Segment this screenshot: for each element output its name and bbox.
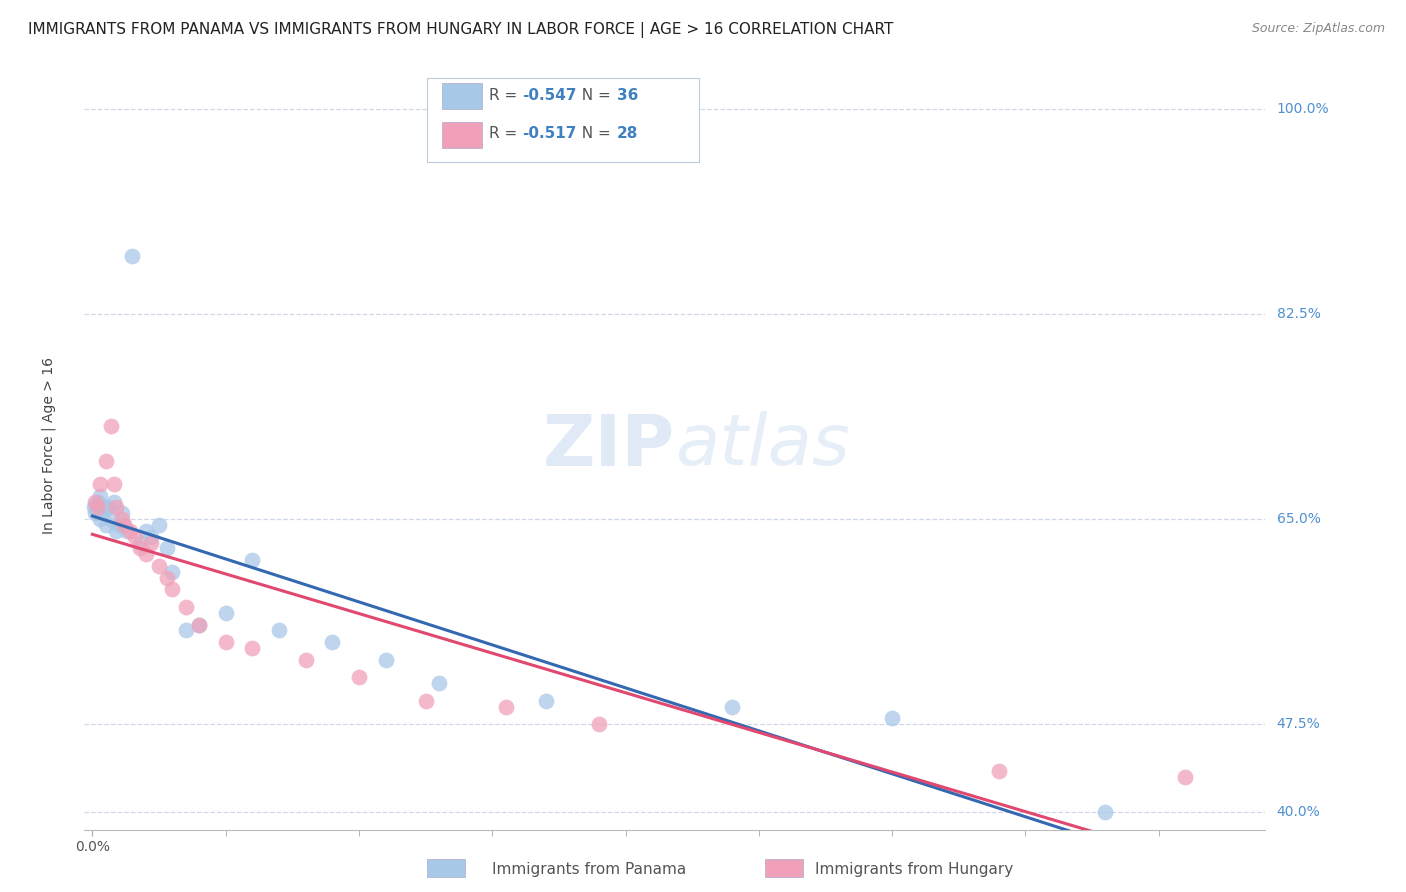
Point <box>84 506 107 520</box>
Point <box>86 500 108 515</box>
Point <box>139 535 162 549</box>
Point <box>174 600 197 615</box>
Text: Immigrants from Panama: Immigrants from Panama <box>492 863 686 877</box>
Point <box>294 653 316 667</box>
Text: ZIP: ZIP <box>543 411 675 481</box>
Point <box>121 249 143 263</box>
Text: R =: R = <box>489 88 523 103</box>
Point <box>188 617 211 632</box>
Text: atlas: atlas <box>675 411 849 481</box>
Text: Source: ZipAtlas.com: Source: ZipAtlas.com <box>1251 22 1385 36</box>
Text: 82.5%: 82.5% <box>1277 307 1320 321</box>
FancyBboxPatch shape <box>443 121 482 147</box>
Point <box>162 565 184 579</box>
Text: Immigrants from Hungary: Immigrants from Hungary <box>815 863 1014 877</box>
Point <box>103 494 125 508</box>
Point <box>135 547 157 561</box>
Point <box>112 518 135 533</box>
Point <box>374 653 396 667</box>
Point <box>1174 770 1197 784</box>
Text: 65.0%: 65.0% <box>1277 512 1320 526</box>
Point <box>427 676 450 690</box>
Text: N =: N = <box>572 127 616 141</box>
Point <box>91 506 114 520</box>
Point <box>156 541 179 556</box>
Text: -0.517: -0.517 <box>523 127 576 141</box>
Point <box>83 500 105 515</box>
Point <box>89 512 111 526</box>
Point <box>1094 805 1116 819</box>
Point <box>495 699 517 714</box>
Point <box>103 477 125 491</box>
Point <box>97 500 120 515</box>
Point <box>112 518 135 533</box>
Text: IMMIGRANTS FROM PANAMA VS IMMIGRANTS FROM HUNGARY IN LABOR FORCE | AGE > 16 CORR: IMMIGRANTS FROM PANAMA VS IMMIGRANTS FRO… <box>28 22 893 38</box>
Point <box>111 512 134 526</box>
Point <box>534 694 557 708</box>
Point <box>89 477 111 491</box>
Point <box>115 524 138 538</box>
Point <box>987 764 1010 778</box>
Text: R =: R = <box>489 127 523 141</box>
Text: 40.0%: 40.0% <box>1277 805 1320 819</box>
FancyBboxPatch shape <box>427 78 699 162</box>
Point <box>94 518 117 533</box>
Point <box>188 617 211 632</box>
Text: 100.0%: 100.0% <box>1277 103 1329 116</box>
Point <box>84 494 107 508</box>
Point <box>321 635 343 649</box>
Point <box>86 494 108 508</box>
Point <box>162 582 184 597</box>
Point <box>111 506 134 520</box>
Text: In Labor Force | Age > 16: In Labor Force | Age > 16 <box>42 358 56 534</box>
Point <box>124 530 146 544</box>
Point <box>174 624 197 638</box>
Point <box>105 500 128 515</box>
Point <box>86 500 108 515</box>
Point <box>240 640 263 655</box>
Point <box>94 453 117 467</box>
Point <box>148 559 170 574</box>
Point <box>118 524 141 538</box>
Point <box>135 524 157 538</box>
Text: -0.547: -0.547 <box>523 88 576 103</box>
Point <box>267 624 290 638</box>
Point <box>100 512 122 526</box>
Text: 28: 28 <box>617 127 638 141</box>
Text: 47.5%: 47.5% <box>1277 717 1320 731</box>
Point <box>94 500 117 515</box>
Point <box>240 553 263 567</box>
Point <box>415 694 437 708</box>
Text: 36: 36 <box>617 88 638 103</box>
Point <box>156 571 179 585</box>
Point <box>214 606 236 620</box>
Point <box>882 711 904 725</box>
Point <box>721 699 744 714</box>
Point <box>139 530 162 544</box>
Point <box>108 518 131 533</box>
Point <box>129 535 152 549</box>
Point <box>588 717 610 731</box>
Point <box>214 635 236 649</box>
Point <box>347 670 370 684</box>
Point <box>148 518 170 533</box>
FancyBboxPatch shape <box>443 83 482 109</box>
Point <box>100 418 122 433</box>
Point <box>105 524 128 538</box>
Point <box>129 541 152 556</box>
Point <box>89 489 111 503</box>
Text: N =: N = <box>572 88 616 103</box>
